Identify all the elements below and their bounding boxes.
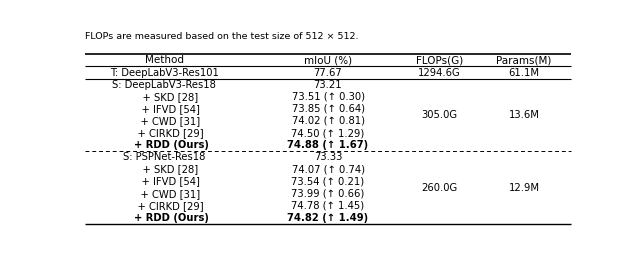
Text: + SKD [28]: + SKD [28] (131, 92, 198, 102)
Text: + RDD (Ours): + RDD (Ours) (120, 140, 209, 150)
Text: + IFVD [54]: + IFVD [54] (129, 104, 200, 114)
Text: 73.85 (↑ 0.64): 73.85 (↑ 0.64) (291, 104, 365, 114)
Text: 12.9M: 12.9M (508, 183, 540, 193)
Text: + RDD (Ours): + RDD (Ours) (120, 213, 209, 223)
Text: 74.82 (↑ 1.49): 74.82 (↑ 1.49) (287, 213, 369, 223)
Text: + CWD [31]: + CWD [31] (128, 189, 200, 199)
Text: FLOPs are measured based on the test size of 512 × 512.: FLOPs are measured based on the test siz… (85, 32, 358, 41)
Text: 73.51 (↑ 0.30): 73.51 (↑ 0.30) (291, 92, 365, 102)
Text: S: DeepLabV3-Res18: S: DeepLabV3-Res18 (113, 80, 216, 90)
Text: + IFVD [54]: + IFVD [54] (129, 177, 200, 187)
Text: 1294.6G: 1294.6G (418, 68, 461, 78)
Text: 305.0G: 305.0G (422, 110, 458, 120)
Text: 73.54 (↑ 0.21): 73.54 (↑ 0.21) (291, 177, 365, 187)
Text: Params(M): Params(M) (496, 56, 552, 66)
Text: T: DeepLabV3-Res101: T: DeepLabV3-Res101 (110, 68, 219, 78)
Text: + CIRKD [29]: + CIRKD [29] (125, 201, 204, 211)
Text: 77.67: 77.67 (314, 68, 342, 78)
Text: 73.99 (↑ 0.66): 73.99 (↑ 0.66) (291, 189, 365, 199)
Text: 74.07 (↑ 0.74): 74.07 (↑ 0.74) (291, 164, 365, 174)
Text: 74.50 (↑ 1.29): 74.50 (↑ 1.29) (291, 128, 365, 138)
Text: + CIRKD [29]: + CIRKD [29] (125, 128, 204, 138)
Text: Method: Method (145, 56, 184, 66)
Text: FLOPs(G): FLOPs(G) (416, 56, 463, 66)
Text: 260.0G: 260.0G (422, 183, 458, 193)
Text: S: PSPNet-Res18: S: PSPNet-Res18 (123, 152, 205, 162)
Text: 13.6M: 13.6M (509, 110, 540, 120)
Text: 73.21: 73.21 (314, 80, 342, 90)
Text: 74.02 (↑ 0.81): 74.02 (↑ 0.81) (291, 116, 365, 126)
Text: 74.78 (↑ 1.45): 74.78 (↑ 1.45) (291, 201, 365, 211)
Text: + CWD [31]: + CWD [31] (128, 116, 200, 126)
Text: mIoU (%): mIoU (%) (304, 56, 352, 66)
Text: 73.33: 73.33 (314, 152, 342, 162)
Text: + SKD [28]: + SKD [28] (131, 164, 198, 174)
Text: 74.88 (↑ 1.67): 74.88 (↑ 1.67) (287, 140, 369, 150)
Text: 61.1M: 61.1M (508, 68, 540, 78)
